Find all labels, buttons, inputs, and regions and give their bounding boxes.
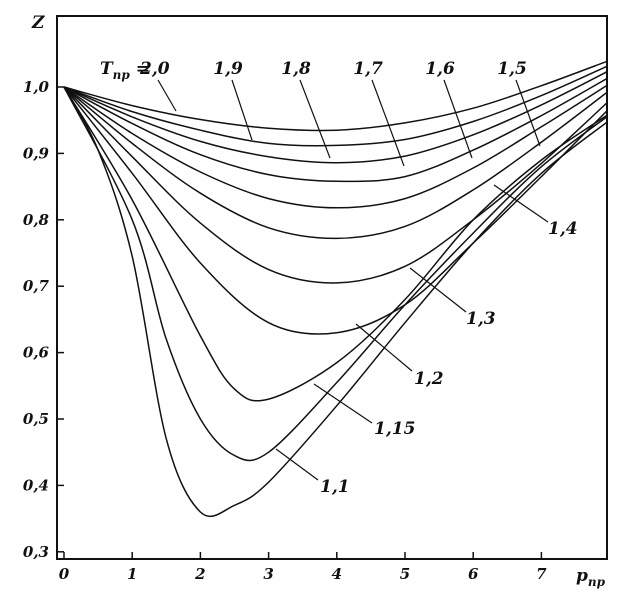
leader-line [313,383,373,424]
y-tick-label: 0,6 [23,344,50,362]
series-curves [63,60,607,518]
x-axis-label-main: p [576,566,588,586]
leader-line [231,79,253,141]
leader-line [515,79,541,147]
leader-line [371,79,405,167]
x-tick-label: 3 [263,565,273,583]
series-label-text: 1,8 [281,59,311,79]
leader-line [299,79,331,159]
y-tick-label: 0,9 [23,144,50,162]
series-label-text: 1,3 [466,309,496,329]
series-label-3: 1,7 [353,59,405,167]
axis-ticks: 0 1 2 3 4 5 6 7 0,3 0,4 0,5 0,6 0,7 0,8 0,9 1,0 [23,78,547,583]
series-label-text: 2,0 [139,59,170,79]
legend-prefix-sub: пр [113,68,131,82]
y-tick-label: 0,3 [23,543,49,561]
x-tick-label: 6 [468,565,479,583]
leader-line [355,323,413,372]
y-tick-label: 0,7 [23,277,50,295]
series-line-9 [63,86,607,462]
series-line-6 [63,86,607,284]
legend-prefix-eq: = [130,59,150,79]
legend-prefix: Tпр = [100,59,150,82]
series-label-text: 1,4 [548,219,578,239]
leader-line [157,79,177,112]
series-labels: 2,0 1,9 1,8 1,7 1,6 1,5 1,4 1,3 1,2 1,15 1,1 [139,59,578,497]
x-tick-label: 2 [194,565,205,583]
series-label-10: 1,1 [275,448,350,497]
series-label-1: 1,9 [213,59,253,141]
leader-line [443,79,473,159]
x-axis-label: pпр [576,566,606,589]
series-label-2: 1,8 [281,59,331,159]
x-tick-label: 0 [59,565,70,583]
y-tick-label: 0,4 [23,476,49,494]
legend-prefix-main: T [100,59,114,79]
x-axis-label-sub: пр [588,575,606,589]
series-label-text: 1,2 [414,369,444,389]
plot-frame [56,15,608,560]
leader-line [493,184,549,223]
x-tick-label: 5 [400,565,410,583]
series-label-9: 1,15 [313,383,415,439]
series-line-2 [63,70,607,164]
y-tick-label: 1,0 [23,78,50,96]
series-line-5 [63,86,607,240]
series-label-7: 1,3 [409,267,496,329]
x-tick-label: 7 [536,565,547,583]
series-label-5: 1,5 [497,59,541,147]
y-axis-label: Z [31,13,45,33]
series-label-8: 1,2 [355,323,444,389]
series-line-8 [63,86,607,402]
series-label-text: 1,1 [320,477,350,497]
y-tick-label: 0,8 [23,211,50,229]
series-line-10 [63,86,607,518]
series-label-0: 2,0 [139,59,177,112]
series-label-text: 1,5 [497,59,527,79]
series-line-1 [63,65,607,147]
series-label-text: 1,15 [374,419,415,439]
series-label-6: 1,4 [493,184,578,239]
series-line-4 [63,84,607,209]
series-label-text: 1,7 [353,59,383,79]
x-tick-label: 4 [332,565,342,583]
y-tick-label: 0,5 [23,410,49,428]
x-tick-label: 1 [127,565,137,583]
series-line-3 [63,77,607,183]
series-label-4: 1,6 [425,59,473,159]
leader-line [275,448,319,481]
series-label-text: 1,9 [213,59,243,79]
series-line-7 [63,86,607,335]
series-label-text: 1,6 [425,59,455,79]
leader-line [409,267,467,313]
